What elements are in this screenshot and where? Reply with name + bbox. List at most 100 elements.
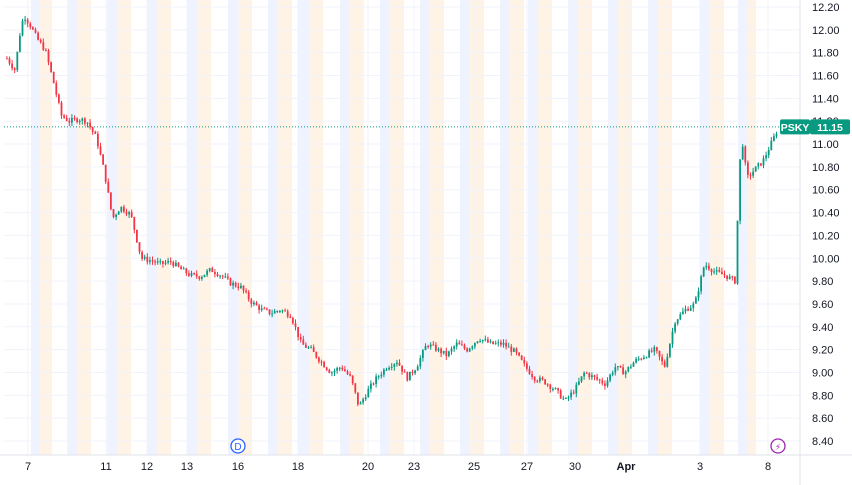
candle-body[interactable] (653, 347, 656, 352)
candle-body[interactable] (375, 376, 377, 385)
candle-body[interactable] (211, 268, 214, 273)
candle-body[interactable] (13, 68, 16, 71)
candle-body[interactable] (240, 285, 242, 288)
candle-body[interactable] (770, 140, 773, 151)
candle-body[interactable] (762, 158, 765, 166)
candle-body[interactable] (315, 351, 318, 358)
candle-body[interactable] (104, 164, 107, 182)
candle-body[interactable] (294, 323, 297, 328)
candle-body[interactable] (250, 299, 253, 305)
candle-body[interactable] (757, 163, 760, 167)
candle-body[interactable] (424, 346, 427, 351)
candle-body[interactable] (773, 136, 775, 141)
candle-body[interactable] (370, 383, 372, 389)
candle-body[interactable] (630, 366, 632, 368)
candle-body[interactable] (11, 63, 13, 69)
candle-body[interactable] (312, 347, 315, 352)
candle-body[interactable] (341, 367, 344, 370)
candle-body[interactable] (429, 344, 432, 347)
candle-body[interactable] (323, 361, 325, 368)
candle-body[interactable] (606, 380, 609, 386)
candle-body[interactable] (393, 364, 396, 367)
candle-body[interactable] (180, 266, 182, 270)
candle-body[interactable] (214, 272, 216, 275)
candle-body[interactable] (229, 278, 232, 286)
candle-body[interactable] (466, 348, 468, 352)
candle-body[interactable] (760, 163, 762, 166)
candle-body[interactable] (614, 367, 617, 373)
candle-body[interactable] (89, 122, 91, 128)
candle-body[interactable] (536, 380, 539, 382)
candle-body[interactable] (99, 146, 102, 155)
candle-body[interactable] (596, 376, 598, 380)
candle-body[interactable] (50, 62, 52, 72)
candle-body[interactable] (377, 376, 380, 378)
candle-body[interactable] (383, 369, 385, 375)
candle-body[interactable] (159, 261, 162, 263)
candle-body[interactable] (42, 42, 45, 50)
candle-body[interactable] (539, 377, 541, 382)
candle-body[interactable] (268, 309, 271, 315)
candle-body[interactable] (765, 155, 767, 159)
candle-body[interactable] (674, 323, 676, 332)
candle-body[interactable] (133, 216, 136, 230)
candle-body[interactable] (26, 19, 29, 24)
candle-body[interactable] (143, 256, 146, 259)
candle-body[interactable] (123, 206, 125, 212)
candle-body[interactable] (442, 350, 445, 354)
candle-body[interactable] (736, 220, 739, 284)
candle-body[interactable] (364, 397, 367, 400)
candle-body[interactable] (52, 71, 55, 84)
candle-body[interactable] (601, 380, 604, 384)
candle-body[interactable] (325, 367, 328, 370)
candle-body[interactable] (435, 344, 437, 351)
candle-body[interactable] (351, 375, 354, 384)
candle-body[interactable] (68, 120, 71, 123)
candle-body[interactable] (684, 308, 687, 312)
candle-body[interactable] (55, 83, 58, 95)
candle-body[interactable] (406, 372, 409, 381)
candle-body[interactable] (554, 388, 557, 390)
candle-body[interactable] (258, 305, 260, 311)
candle-body[interactable] (578, 381, 580, 385)
candle-body[interactable] (344, 369, 346, 372)
candle-body[interactable] (169, 260, 172, 263)
candle-body[interactable] (8, 58, 11, 64)
candle-body[interactable] (367, 388, 370, 398)
candle-body[interactable] (125, 211, 128, 215)
candle-body[interactable] (164, 262, 167, 264)
candle-body[interactable] (570, 392, 572, 398)
candle-body[interactable] (305, 344, 307, 348)
candle-body[interactable] (583, 372, 585, 377)
candle-body[interactable] (409, 371, 411, 381)
candle-body[interactable] (588, 373, 591, 378)
candle-body[interactable] (591, 375, 593, 378)
candle-body[interactable] (645, 357, 648, 359)
candle-body[interactable] (115, 214, 117, 217)
candle-body[interactable] (775, 134, 778, 137)
candle-body[interactable] (739, 159, 741, 221)
candle-body[interactable] (263, 308, 266, 310)
candle-body[interactable] (193, 273, 195, 275)
candle-body[interactable] (286, 311, 289, 317)
candle-body[interactable] (208, 268, 211, 271)
candle-body[interactable] (71, 117, 73, 123)
candle-body[interactable] (388, 367, 390, 370)
candle-body[interactable] (520, 355, 523, 360)
candle-body[interactable] (617, 366, 619, 368)
candle-body[interactable] (552, 388, 554, 390)
candle-body[interactable] (357, 392, 359, 405)
candle-body[interactable] (585, 372, 588, 374)
candle-body[interactable] (723, 274, 726, 276)
candle-body[interactable] (141, 251, 143, 259)
candle-body[interactable] (276, 311, 279, 313)
candle-body[interactable] (700, 276, 702, 292)
candle-body[interactable] (302, 339, 305, 345)
candle-body[interactable] (510, 346, 513, 352)
candle-body[interactable] (156, 261, 159, 263)
candle-body[interactable] (58, 94, 60, 103)
candle-body[interactable] (505, 342, 507, 347)
candle-body[interactable] (679, 314, 682, 320)
candle-body[interactable] (110, 192, 112, 210)
